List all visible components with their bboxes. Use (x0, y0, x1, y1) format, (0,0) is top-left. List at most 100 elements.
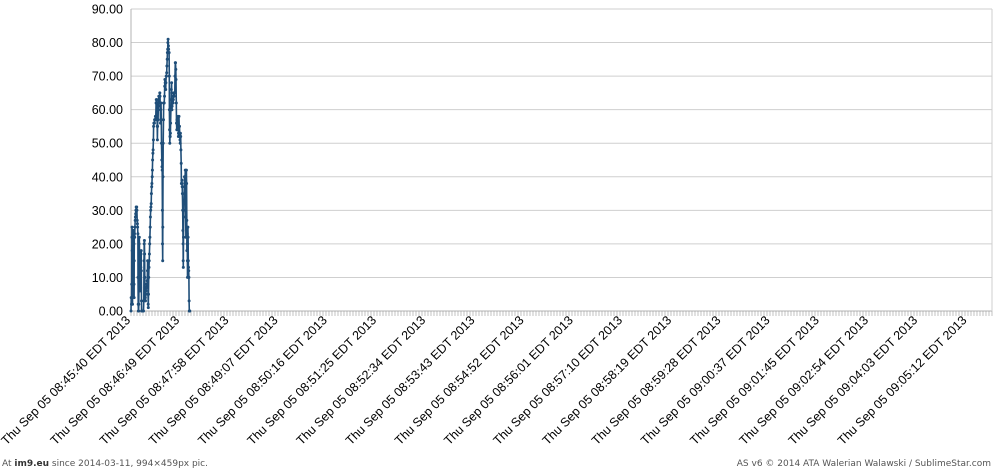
data-point (163, 84, 167, 88)
data-point (135, 222, 139, 226)
data-point (185, 182, 189, 185)
data-point (173, 74, 177, 78)
y-tick-label: 10.00 (92, 271, 123, 285)
y-axis: 0.00 10.00 20.00 30.00 40.00 50.00 60.00 70.00 8… (92, 3, 132, 319)
data-point (174, 67, 178, 71)
data-point (160, 208, 164, 212)
data-point (168, 141, 172, 145)
data-point (147, 292, 150, 296)
data-point (158, 91, 162, 95)
data-point (142, 242, 146, 246)
data-point (185, 249, 189, 253)
data-point (184, 215, 188, 219)
data-point (150, 175, 154, 179)
data-point (144, 289, 148, 293)
data-point (186, 259, 190, 263)
y-tick-label: 30.00 (92, 204, 123, 218)
data-point (137, 309, 141, 313)
data-point (145, 282, 149, 286)
data-point (145, 286, 148, 289)
data-point (168, 128, 172, 132)
data-point (135, 208, 139, 212)
data-point (182, 208, 186, 212)
data-point (143, 275, 147, 279)
data-point (161, 242, 164, 246)
data-point (132, 259, 136, 263)
data-point (184, 185, 187, 189)
data-point (168, 135, 172, 138)
data-point (136, 232, 140, 236)
y-tick-label: 90.00 (92, 3, 123, 17)
data-point (159, 121, 162, 125)
data-point (131, 275, 135, 279)
data-point (133, 215, 137, 219)
data-point (179, 161, 183, 165)
data-point (156, 118, 160, 122)
line-chart: 0.00 10.00 20.00 30.00 40.00 50.00 60.00 70.00 8… (0, 3, 993, 448)
data-point (131, 249, 135, 253)
data-point (178, 141, 182, 145)
data-point (182, 235, 185, 239)
data-point (156, 104, 160, 108)
data-point (174, 101, 178, 105)
data-point (159, 118, 163, 122)
data-point (159, 101, 163, 105)
data-point (178, 124, 181, 128)
data-point (167, 51, 171, 55)
data-point (187, 269, 191, 273)
data-point (135, 218, 139, 222)
data-point (148, 242, 152, 246)
data-point (137, 235, 141, 239)
data-point (183, 175, 187, 179)
data-point (139, 265, 143, 269)
data-point (157, 98, 161, 102)
data-point (174, 61, 177, 65)
data-point (166, 41, 170, 45)
y-tick-label: 80.00 (92, 36, 123, 50)
footer-info: since 2014-03-11, 994×459px pic. (49, 459, 208, 469)
data-point (184, 208, 188, 212)
data-point (168, 131, 172, 135)
y-tick-label: 0.00 (99, 305, 123, 319)
data-point (184, 168, 188, 172)
data-point (181, 242, 185, 246)
data-point (164, 88, 168, 91)
data-point (144, 292, 148, 296)
data-point (180, 185, 184, 189)
data-point (151, 148, 155, 152)
data-point (139, 252, 143, 256)
data-point (147, 275, 151, 279)
data-point (132, 242, 136, 246)
data-point (162, 101, 166, 105)
data-point (150, 168, 154, 172)
data-point (149, 208, 153, 212)
data-point (139, 269, 143, 273)
data-point (151, 151, 155, 155)
data-point (186, 235, 190, 239)
data-point (174, 78, 178, 81)
data-point (160, 158, 164, 162)
data-point (175, 128, 179, 132)
data-point (151, 138, 155, 142)
data-point (185, 232, 189, 236)
data-point (173, 91, 177, 95)
data-point (161, 175, 165, 179)
data-point (132, 282, 136, 286)
grid-lines (131, 8, 993, 312)
data-point (181, 229, 185, 232)
data-point (183, 198, 187, 202)
data-point (132, 229, 136, 232)
data-point (147, 252, 151, 256)
data-point (163, 94, 166, 98)
data-point (164, 81, 168, 85)
data-point (162, 118, 165, 122)
data-point (171, 101, 175, 105)
data-point (138, 275, 142, 279)
data-point (143, 296, 147, 300)
footer-site-link[interactable]: im9.eu (14, 459, 50, 469)
data-point (166, 37, 170, 41)
data-point (146, 269, 150, 273)
y-tick-label: 50.00 (92, 137, 123, 151)
data-point (139, 286, 143, 289)
data-point (187, 299, 191, 303)
